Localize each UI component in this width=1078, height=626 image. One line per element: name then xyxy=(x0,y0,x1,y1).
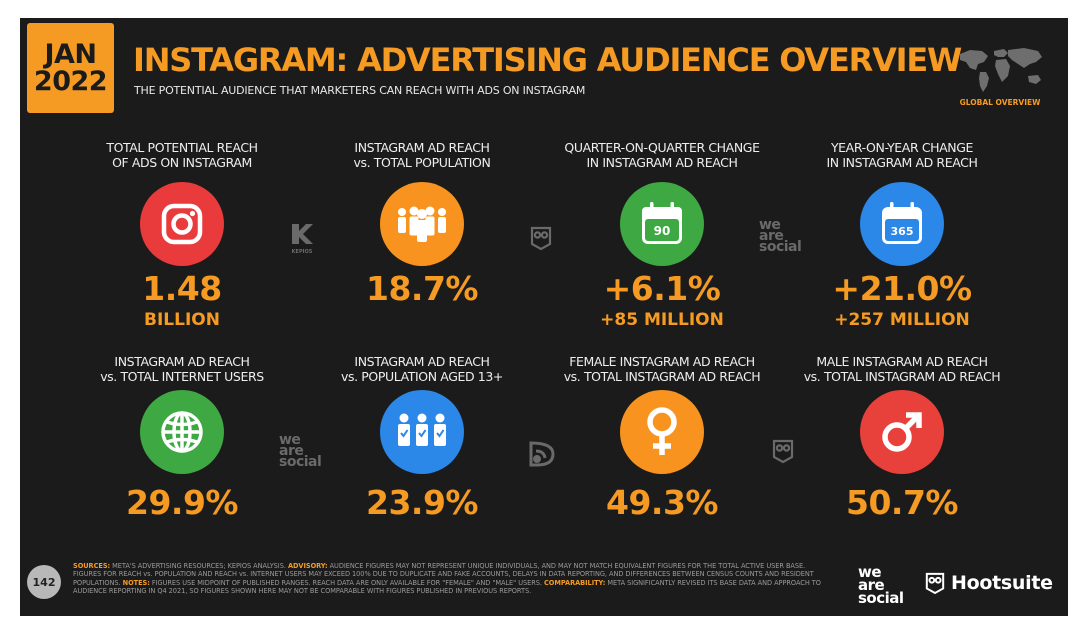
hootsuite-text: Hootsuite xyxy=(951,572,1053,594)
stat-label-yoy-change: YEAR-ON-YEAR CHANGE IN INSTAGRAM AD REAC… xyxy=(787,140,1017,170)
stat-label-line: MALE INSTAGRAM AD REACH xyxy=(816,354,988,369)
kepios-logo-icon xyxy=(292,224,313,244)
stat-sub-yoy-change: +257 MILLION xyxy=(834,310,970,330)
global-overview-label: GLOBAL OVERVIEW xyxy=(959,98,1041,107)
calendar-365-icon: 365 xyxy=(860,182,944,266)
owl-watermark-icon-2 xyxy=(772,438,794,468)
page-title: INSTAGRAM: ADVERTISING AUDIENCE OVERVIEW xyxy=(133,41,962,79)
page-subtitle: THE POTENTIAL AUDIENCE THAT MARKETERS CA… xyxy=(134,84,586,97)
watermark-we: we xyxy=(279,432,301,448)
watermark-we: we xyxy=(759,217,781,233)
instagram-icon xyxy=(140,182,224,266)
stat-label-line: OF ADS ON INSTAGRAM xyxy=(112,155,252,170)
stat-label-female-reach: FEMALE INSTAGRAM AD REACH vs. TOTAL INST… xyxy=(547,354,777,384)
brand-we: we xyxy=(858,563,882,581)
brand-are: are xyxy=(858,576,885,594)
calendar-90-text: 90 xyxy=(654,224,671,238)
page-number: 142 xyxy=(27,565,61,599)
people-check-icon xyxy=(380,390,464,474)
stat-label-reach-vs-internet: INSTAGRAM AD REACH vs. TOTAL INTERNET US… xyxy=(67,354,297,384)
stat-label-line: TOTAL POTENTIAL REACH xyxy=(106,140,258,155)
stat-label-line: IN INSTAGRAM AD REACH xyxy=(586,155,738,170)
date-year: 2022 xyxy=(33,66,108,97)
female-icon xyxy=(620,390,704,474)
we-are-social-watermark-2: we are social xyxy=(279,432,322,470)
stat-value-total-reach: 1.48 xyxy=(142,269,222,308)
stat-label-line: INSTAGRAM AD REACH xyxy=(354,140,490,155)
comparability-label: COMPARABILITY: xyxy=(544,578,606,587)
stat-value-female-reach: 49.3% xyxy=(606,483,719,522)
hootsuite-logo: Hootsuite xyxy=(925,571,1053,595)
advisory-label: ADVISORY: xyxy=(287,562,328,570)
stat-label-qoq-change: QUARTER-ON-QUARTER CHANGE IN INSTAGRAM A… xyxy=(547,140,777,170)
stat-label-male-reach: MALE INSTAGRAM AD REACH vs. TOTAL INSTAG… xyxy=(787,354,1017,384)
footnotes: SOURCES: META'S ADVERTISING RESOURCES; K… xyxy=(73,562,833,596)
brand-social: social xyxy=(858,589,904,607)
stat-value-reach-vs-13plus: 23.9% xyxy=(366,483,479,522)
we-are-social-watermark: we are social xyxy=(759,217,802,255)
owl-watermark-icon xyxy=(530,225,552,255)
stat-label-line: IN INSTAGRAM AD REACH xyxy=(826,155,978,170)
stat-label-line: QUARTER-ON-QUARTER CHANGE xyxy=(564,140,760,155)
slide: JAN 2022 INSTAGRAM: ADVERTISING AUDIENCE… xyxy=(20,18,1068,616)
stat-label-reach-vs-13plus: INSTAGRAM AD REACH vs. POPULATION AGED 1… xyxy=(307,354,537,384)
kepios-text: KEPIOS xyxy=(291,249,313,255)
people-icon xyxy=(380,182,464,266)
sources-label: SOURCES: xyxy=(73,562,111,570)
world-map-icon xyxy=(960,48,1042,92)
stat-label-line: vs. POPULATION AGED 13+ xyxy=(341,369,503,384)
comparability-text: META SIGNIFICANTLY REVISED ITS BASE DATA… xyxy=(73,578,821,596)
sources-text: META'S ADVERTISING RESOURCES; KEPIOS ANA… xyxy=(110,562,288,570)
stat-label-total-reach: TOTAL POTENTIAL REACH OF ADS ON INSTAGRA… xyxy=(67,140,297,170)
watermark-are: are xyxy=(279,443,304,459)
stat-label-line: INSTAGRAM AD REACH xyxy=(114,354,250,369)
stat-label-line: vs. TOTAL INTERNET USERS xyxy=(100,369,264,384)
stat-value-qoq-change: +6.1% xyxy=(603,269,721,308)
notes-label: NOTES: xyxy=(122,578,150,587)
stat-label-line: vs. TOTAL POPULATION xyxy=(353,155,491,170)
stat-label-line: YEAR-ON-YEAR CHANGE xyxy=(830,140,974,155)
stat-label-line: FEMALE INSTAGRAM AD REACH xyxy=(569,354,755,369)
calendar-90-icon: 90 xyxy=(620,182,704,266)
stat-label-line: vs. TOTAL INSTAGRAM AD REACH xyxy=(803,369,1001,384)
kepios-watermark: KEPIOS xyxy=(288,223,316,255)
we-are-social-logo: we are social xyxy=(858,563,904,607)
stat-value-reach-vs-population: 18.7% xyxy=(366,269,479,308)
date-badge: JAN 2022 xyxy=(27,23,114,113)
stat-value-yoy-change: +21.0% xyxy=(832,269,972,308)
stat-label-reach-vs-population: INSTAGRAM AD REACH vs. TOTAL POPULATION xyxy=(307,140,537,170)
stat-value-reach-vs-internet: 29.9% xyxy=(126,483,239,522)
hootsuite-owl-icon xyxy=(925,572,945,595)
calendar-365-text: 365 xyxy=(891,225,914,238)
globe-icon xyxy=(140,390,224,474)
advisory-text: AUDIENCE FIGURES MAY NOT REPRESENT UNIQU… xyxy=(73,562,814,587)
broadcast-watermark-icon xyxy=(527,439,557,473)
male-icon xyxy=(860,390,944,474)
stat-sub-total-reach: BILLION xyxy=(144,310,220,330)
stat-value-male-reach: 50.7% xyxy=(846,483,959,522)
stat-label-line: INSTAGRAM AD REACH xyxy=(354,354,490,369)
stat-label-line: vs. TOTAL INSTAGRAM AD REACH xyxy=(563,369,761,384)
stat-sub-qoq-change: +85 MILLION xyxy=(600,310,724,330)
watermark-social: social xyxy=(279,454,322,470)
watermark-social: social xyxy=(759,239,802,255)
date-month: JAN xyxy=(44,39,97,70)
watermark-are: are xyxy=(759,228,784,244)
notes-text: FIGURES USE MIDPOINT OF PUBLISHED RANGES… xyxy=(149,578,544,587)
